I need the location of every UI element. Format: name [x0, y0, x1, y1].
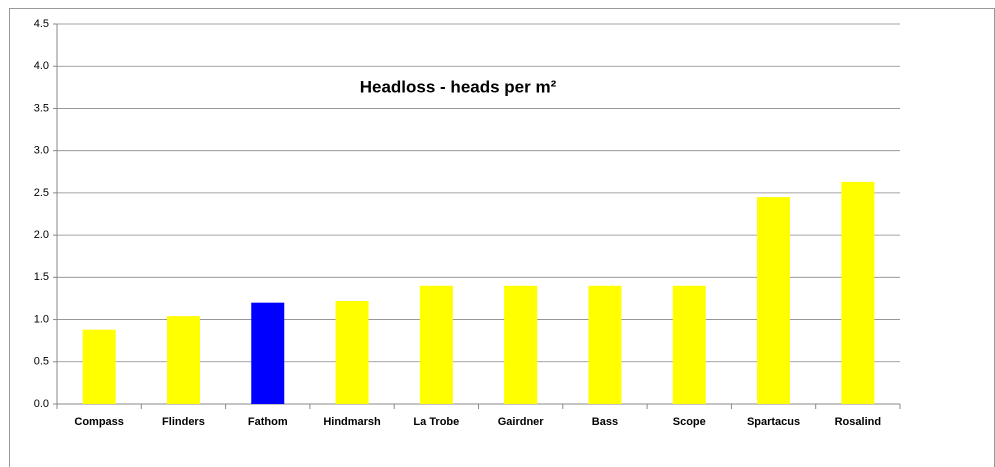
chart-title: Headloss - heads per m² [360, 77, 557, 96]
x-tick-label: Flinders [162, 416, 205, 428]
bar [672, 285, 706, 404]
x-tick-label: Spartacus [747, 416, 800, 428]
x-tick-label: Hindmarsh [323, 416, 381, 428]
y-tick-label: 4.5 [34, 18, 49, 30]
x-tick-label: Compass [74, 416, 124, 428]
x-tick-label: Fathom [248, 416, 288, 428]
y-tick-label: 2.0 [34, 229, 49, 241]
bar [419, 285, 453, 404]
y-tick-label: 4.0 [34, 60, 49, 72]
y-tick-label: 1.5 [34, 271, 49, 283]
x-tick-label: Bass [592, 416, 618, 428]
bar [82, 329, 116, 404]
y-tick-label: 0.0 [34, 398, 49, 410]
y-tick-label: 3.5 [34, 102, 49, 114]
x-tick-label: Scope [673, 416, 706, 428]
bar [841, 181, 875, 404]
y-tick-label: 2.5 [34, 187, 49, 199]
bar [335, 300, 369, 404]
bar [757, 197, 791, 404]
y-tick-label: 3.0 [34, 145, 49, 157]
y-tick-label: 1.0 [34, 313, 49, 325]
bar [166, 316, 200, 404]
x-tick-label: Rosalind [835, 416, 881, 428]
bar [504, 285, 538, 404]
bar [251, 302, 285, 404]
x-tick-label: Gairdner [498, 416, 545, 428]
y-tick-label: 0.5 [34, 356, 49, 368]
bar [588, 285, 622, 404]
x-tick-label: La Trobe [413, 416, 459, 428]
